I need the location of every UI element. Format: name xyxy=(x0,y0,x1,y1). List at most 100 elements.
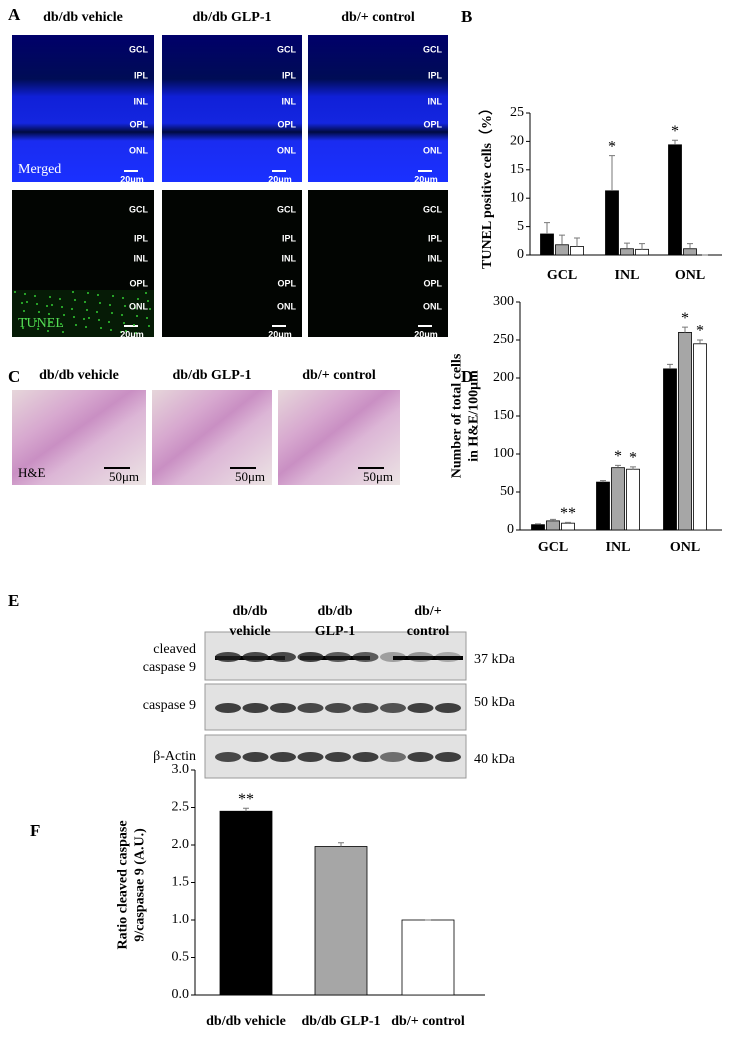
x-tick-label: GCL xyxy=(538,540,568,555)
group-label: GLP-1 xyxy=(315,624,355,639)
bar xyxy=(531,524,545,531)
y-axis-label: TUNEL positive cells（%） xyxy=(479,101,495,269)
row-label: Merged xyxy=(18,162,61,177)
bar xyxy=(561,522,575,531)
scale-label: 50μm xyxy=(363,469,393,484)
tunel-dot xyxy=(125,330,127,332)
tunel-dot xyxy=(73,316,75,318)
bar xyxy=(693,343,707,531)
tunel-dot xyxy=(47,330,49,332)
band xyxy=(380,652,406,662)
y-tick-label: 2.0 xyxy=(172,837,190,852)
tunel-dot xyxy=(120,331,122,333)
tunel-dot xyxy=(88,317,90,319)
tunel-dot xyxy=(124,305,126,307)
tunel-dot xyxy=(85,326,87,328)
error-bar xyxy=(609,155,615,191)
tunel-dot xyxy=(48,313,50,315)
band xyxy=(325,703,351,713)
error-bar xyxy=(565,521,571,524)
tunel-dot xyxy=(61,306,63,308)
tunel-dot xyxy=(35,320,37,322)
layer-label: OPL xyxy=(277,278,296,288)
y-tick-label: 200 xyxy=(493,370,514,385)
bar xyxy=(555,244,569,256)
bar xyxy=(540,233,554,256)
error-bar xyxy=(600,480,606,483)
band xyxy=(215,703,241,713)
tunel-dot xyxy=(60,323,62,325)
y-tick-label: 0.5 xyxy=(172,950,190,965)
tunel-dot xyxy=(72,291,74,293)
band xyxy=(270,752,296,762)
y-tick-label: 2.5 xyxy=(172,800,190,815)
x-tick-label: ONL xyxy=(670,540,700,555)
y-tick-label: 15 xyxy=(510,162,524,177)
x-tick-label: INL xyxy=(606,540,631,555)
scale-label: 20μm xyxy=(414,174,438,184)
layer-label: INL xyxy=(282,253,297,263)
layer-label: GCL xyxy=(129,204,149,214)
layer-label: OPL xyxy=(129,278,148,288)
tunel-dot xyxy=(148,325,150,327)
layer-label: GCL xyxy=(277,44,297,54)
micrograph xyxy=(12,35,154,182)
band xyxy=(242,752,269,762)
y-axis-label: 9/caspasae 9 (A.U.) xyxy=(133,828,148,942)
y-axis-label: Number of total cells xyxy=(450,353,465,478)
band xyxy=(380,752,406,762)
band xyxy=(435,703,461,713)
scale-label: 20μm xyxy=(120,329,144,339)
layer-label: ONL xyxy=(423,145,443,155)
row-label: β-Actin xyxy=(153,749,196,764)
band xyxy=(270,652,296,662)
band xyxy=(435,652,461,662)
tunel-dot xyxy=(74,299,76,301)
band xyxy=(407,752,434,762)
error-bar xyxy=(672,139,678,145)
row-label: caspase 9 xyxy=(143,660,196,675)
column-header: db/+ control xyxy=(302,368,376,383)
tunel-dot xyxy=(96,311,98,313)
layer-label: IPL xyxy=(134,70,149,80)
tunel-dot xyxy=(23,310,25,312)
layer-label: ONL xyxy=(423,301,443,311)
column-header: db/db vehicle xyxy=(43,10,123,25)
row-label: TUNEL xyxy=(18,316,64,331)
x-tick-label: INL xyxy=(615,268,640,283)
y-tick-label: 1.0 xyxy=(172,912,190,927)
band xyxy=(435,752,461,762)
tunel-dot xyxy=(147,300,149,302)
layer-label: OPL xyxy=(277,119,296,129)
bar xyxy=(683,248,697,256)
error-bar xyxy=(544,222,550,234)
bar xyxy=(401,919,455,996)
y-tick-label: 20 xyxy=(510,134,524,149)
group-label: vehicle xyxy=(229,624,270,639)
y-tick-label: 10 xyxy=(510,190,524,205)
tunel-dot xyxy=(62,331,64,333)
tunel-dot xyxy=(37,328,39,330)
layer-label: ONL xyxy=(129,145,149,155)
layer-label: IPL xyxy=(282,70,297,80)
layer-label: GCL xyxy=(277,204,297,214)
layer-label: IPL xyxy=(134,233,149,243)
micrograph xyxy=(152,390,272,485)
group-label: db/db xyxy=(317,604,352,619)
tunel-dot xyxy=(99,302,101,304)
micrograph xyxy=(162,35,302,182)
panel-label: F xyxy=(30,821,40,840)
y-tick-label: 50 xyxy=(500,484,514,499)
tunel-dot xyxy=(133,324,135,326)
y-tick-label: 0 xyxy=(507,522,514,537)
scale-label: 20μm xyxy=(414,329,438,339)
bar xyxy=(626,468,640,531)
layer-label: OPL xyxy=(129,119,148,129)
tunel-dot xyxy=(22,327,24,329)
tunel-dot xyxy=(98,319,100,321)
significance: * xyxy=(681,310,689,327)
tunel-dot xyxy=(97,294,99,296)
tunel-dot xyxy=(111,312,113,314)
tunel-signal xyxy=(12,290,154,337)
